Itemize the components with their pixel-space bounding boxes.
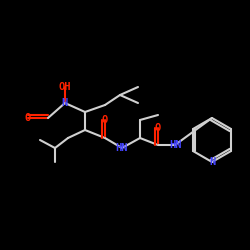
Text: N: N <box>62 98 68 108</box>
Text: O: O <box>25 113 31 123</box>
Text: OH: OH <box>59 82 71 92</box>
Text: N: N <box>209 157 215 167</box>
Text: HN: HN <box>116 143 128 153</box>
Text: O: O <box>155 123 161 133</box>
Text: O: O <box>102 115 108 125</box>
Text: HN: HN <box>169 140 181 150</box>
